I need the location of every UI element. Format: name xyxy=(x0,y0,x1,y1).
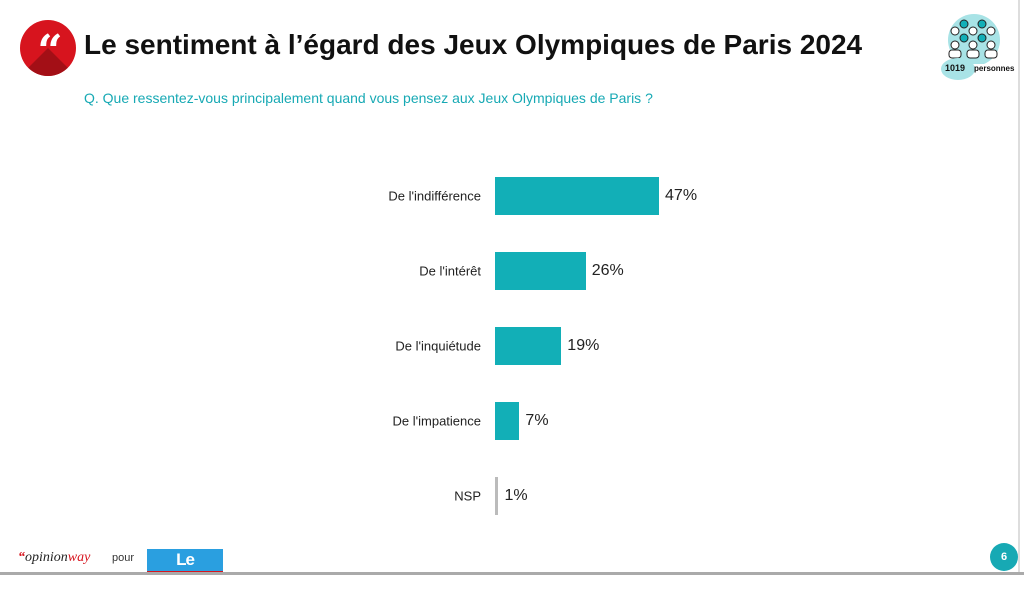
data-label: 1% xyxy=(504,487,528,504)
bottom-border xyxy=(0,572,1024,575)
bar xyxy=(495,402,520,440)
data-label: 47% xyxy=(665,187,698,204)
bar xyxy=(495,177,660,215)
sample-badge xyxy=(941,58,975,80)
bar xyxy=(495,327,562,365)
opinionway-logo: “opinionway xyxy=(18,550,91,565)
bar xyxy=(495,477,499,515)
category-label: De l'intérêt xyxy=(419,263,481,279)
data-label: 7% xyxy=(525,412,549,429)
data-label: 26% xyxy=(591,262,624,279)
le-parisien-logo: Le Parisien xyxy=(147,549,223,591)
category-label: De l'inquiétude xyxy=(395,338,481,354)
data-label: 19% xyxy=(567,337,600,354)
quote-icon: “ xyxy=(20,20,76,76)
page-title: Le sentiment à l’égard des Jeux Olympiqu… xyxy=(84,29,863,60)
pour-text: pour xyxy=(112,552,135,564)
right-border xyxy=(1018,0,1020,575)
sample-count: 1019 xyxy=(945,63,966,73)
page-number: 6 xyxy=(990,543,1018,571)
sample-label: personnes xyxy=(974,64,1015,73)
question-text: Q. Que ressentez-vous principalement qua… xyxy=(84,90,653,106)
category-label: De l'indifférence xyxy=(388,188,481,204)
bar xyxy=(495,252,586,290)
category-label: NSP xyxy=(454,488,481,504)
category-label: De l'impatience xyxy=(392,413,481,429)
people-icon xyxy=(948,14,1000,64)
